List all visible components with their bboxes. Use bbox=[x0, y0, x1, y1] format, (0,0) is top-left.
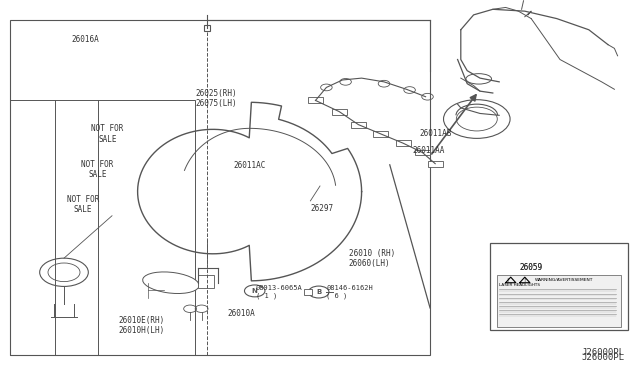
Text: 26010A: 26010A bbox=[227, 309, 255, 318]
Text: 26011AC: 26011AC bbox=[233, 161, 266, 170]
Bar bbox=[332, 109, 347, 115]
Text: NOT FOR
SALE: NOT FOR SALE bbox=[92, 124, 124, 144]
Bar bbox=[396, 140, 411, 146]
Bar bbox=[198, 275, 214, 288]
Text: 26010 (RH)
26060(LH): 26010 (RH) 26060(LH) bbox=[349, 249, 395, 268]
Text: 26016A: 26016A bbox=[72, 35, 99, 44]
Text: J26000PL: J26000PL bbox=[581, 348, 624, 357]
Ellipse shape bbox=[143, 272, 199, 294]
Bar bbox=[490, 243, 628, 330]
Text: 26025(RH)
26075(LH): 26025(RH) 26075(LH) bbox=[195, 89, 237, 108]
Text: !: ! bbox=[523, 278, 525, 283]
Bar bbox=[308, 97, 323, 103]
Bar bbox=[497, 275, 621, 327]
Text: 26010E(RH)
26010H(LH): 26010E(RH) 26010H(LH) bbox=[118, 316, 164, 335]
Text: !: ! bbox=[506, 278, 509, 283]
Text: 26059: 26059 bbox=[520, 263, 543, 272]
Bar bbox=[351, 122, 366, 128]
Text: 26011AB: 26011AB bbox=[419, 129, 452, 138]
Text: WARNING/AVERTISSEMENT: WARNING/AVERTISSEMENT bbox=[535, 278, 593, 282]
Text: B: B bbox=[316, 289, 321, 295]
Bar bbox=[10, 20, 430, 355]
Bar bbox=[304, 289, 312, 295]
Text: 08146-6162H
( 6 ): 08146-6162H ( 6 ) bbox=[326, 285, 373, 299]
Text: 26059: 26059 bbox=[520, 263, 543, 272]
Bar bbox=[373, 131, 388, 137]
Text: 26011AA: 26011AA bbox=[413, 146, 445, 155]
Ellipse shape bbox=[466, 74, 492, 84]
Text: LASER HEADLIGHTS: LASER HEADLIGHTS bbox=[499, 283, 540, 287]
Text: N: N bbox=[252, 288, 258, 294]
Text: 08913-6065A
( 1 ): 08913-6065A ( 1 ) bbox=[256, 285, 303, 299]
Text: NOT FOR
SALE: NOT FOR SALE bbox=[81, 160, 113, 179]
Bar bbox=[428, 161, 443, 167]
Text: NOT FOR
SALE: NOT FOR SALE bbox=[67, 195, 99, 214]
Text: 26297: 26297 bbox=[310, 204, 333, 213]
Text: J26000PL: J26000PL bbox=[581, 353, 624, 362]
Bar bbox=[10, 100, 195, 355]
Bar bbox=[415, 150, 430, 155]
